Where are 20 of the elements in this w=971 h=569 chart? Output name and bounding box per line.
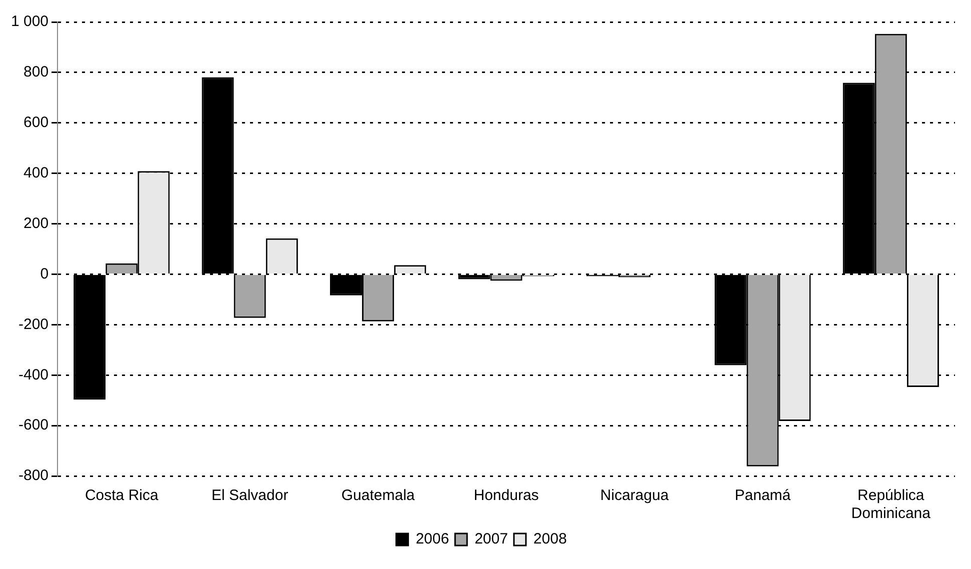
y-tick-label: 1 000 — [10, 13, 49, 30]
legend-label: 2006 — [416, 530, 450, 548]
x-tick-label: Costa Rica — [84, 487, 159, 504]
y-tick-label: -600 — [18, 416, 49, 434]
y-tick-label: 800 — [24, 64, 49, 81]
x-tick-label: República Dominicana — [851, 487, 932, 522]
x-tick-label: Guatemala — [341, 487, 416, 504]
legend-label: 2008 — [533, 530, 567, 548]
y-tick-label: 600 — [24, 114, 49, 132]
x-tick-label: Nicaragua — [600, 487, 670, 504]
y-tick-label: 400 — [24, 164, 49, 182]
y-tick-label: 200 — [24, 214, 49, 232]
legend-label: 2007 — [474, 530, 508, 548]
x-tick-label: El Salvador — [211, 487, 288, 504]
x-tick-label: Honduras — [474, 487, 539, 504]
y-tick-label: -400 — [18, 366, 49, 384]
x-tick-label: Panamá — [734, 487, 792, 504]
y-tick-label: -800 — [18, 467, 49, 484]
y-tick-label: 0 — [40, 265, 49, 282]
y-tick-label: -200 — [18, 316, 49, 333]
